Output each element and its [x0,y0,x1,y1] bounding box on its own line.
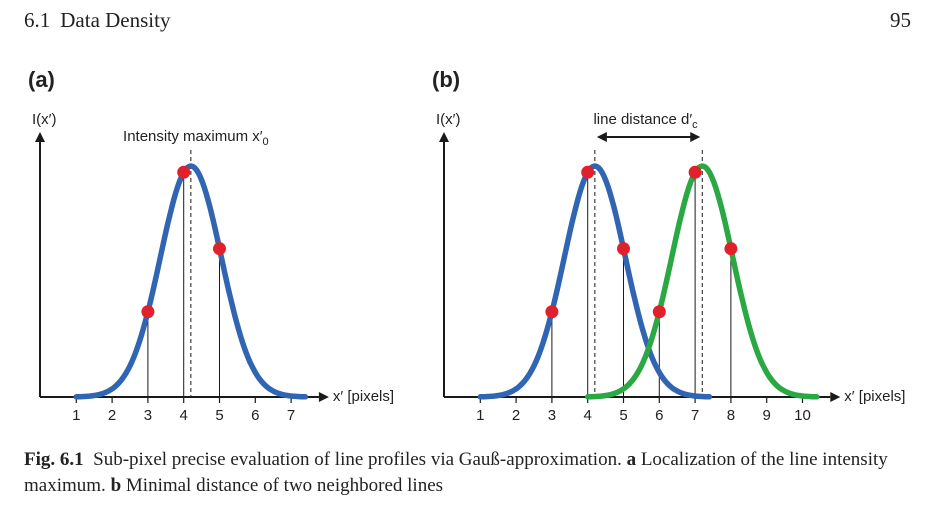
caption-prefix: Fig. 6.1 [24,449,84,470]
x-tick-label: 6 [655,407,663,424]
intensity-maximum-label: Intensity maximum x′0 [123,128,269,148]
sample-point [617,242,630,256]
x-tick-label: 2 [108,407,116,424]
sample-point [724,242,738,256]
x-tick-label: 5 [619,407,627,424]
panel-b: (b) I(x′) x′ [pixels] 1 2 3 4 5 6 7 8 9 10 line dista… [432,67,905,424]
distance-arrow-right [690,132,701,142]
x-tick-label: 7 [691,407,699,424]
sample-point [213,242,226,256]
x-tick-label: 2 [512,407,520,424]
x-axis-label: x′ [pixels] [333,388,394,405]
caption-text-a: Localization of the line intensity maxim… [24,449,888,496]
sample-point [581,165,595,179]
y-axis-label: I(x′) [32,111,56,128]
panel-label: (b) [432,67,460,92]
panel-a: (a) I(x′) x′ [pixels] 1 2 3 4 5 6 7 Intensity maxi… [28,67,394,424]
y-axis-label: I(x′) [436,111,460,128]
x-tick-label: 5 [215,407,223,424]
x-axis-label: x′ [pixels] [844,388,905,405]
figure-caption: Fig. 6.1 Sub-pixel precise evaluation of… [24,447,914,499]
gaussian-curve-green [584,163,820,400]
y-axis-arrow [439,132,449,142]
x-tick-label: 3 [548,407,556,424]
caption-text: Sub-pixel precise evaluation of line pro… [93,449,622,470]
x-tick-label: 4 [584,407,592,424]
sample-point [177,165,191,179]
gaussian-curve-blue [73,163,309,400]
sample-point [688,165,702,179]
caption-label-a: a [626,449,637,470]
distance-arrow-left [596,132,607,142]
page-number: 95 [890,8,911,32]
x-tick-label: 9 [763,407,771,424]
sample-point [545,305,559,319]
sample-point [652,305,666,319]
section-number: 6.1 [24,8,51,32]
x-tick-label: 6 [251,407,259,424]
x-tick-label: 3 [144,407,152,424]
section-title: Data Density [60,8,171,32]
line-distance-label: line distance d′c [593,111,698,131]
x-tick-label: 7 [287,407,295,424]
panel-label: (a) [28,67,55,92]
x-axis-arrow [318,392,329,402]
x-tick-label: 1 [476,407,484,424]
x-tick-label: 4 [180,407,188,424]
sample-point [141,305,155,319]
running-header: 6.1 Data Density [24,8,170,33]
gaussian-curve-blue [477,163,713,400]
x-axis-arrow [830,392,841,402]
x-tick-label: 10 [794,407,811,424]
caption-label-b: b [110,475,122,496]
caption-text-b: Minimal distance of two neighbored lines [125,475,444,496]
x-tick-label: 1 [72,407,80,424]
figure-6-1: (a) I(x′) x′ [pixels] 1 2 3 4 5 6 7 Intensity maxi… [28,67,905,424]
x-tick-label: 8 [727,407,735,424]
y-axis-arrow [35,132,45,142]
